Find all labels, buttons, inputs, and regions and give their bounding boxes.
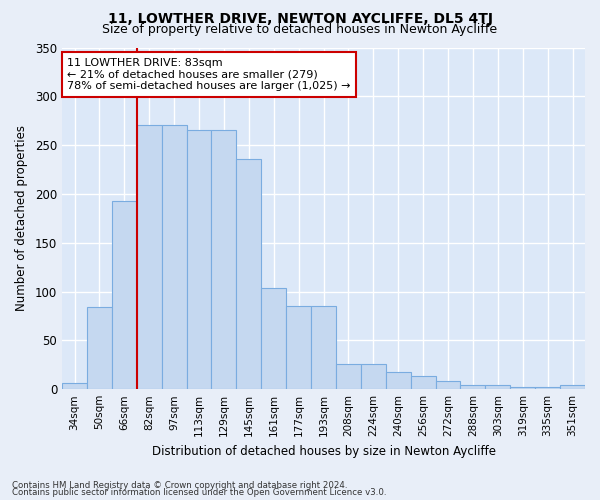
Text: Size of property relative to detached houses in Newton Aycliffe: Size of property relative to detached ho…	[103, 22, 497, 36]
Bar	[87, 307, 112, 389]
Bar	[236, 159, 261, 389]
Bar	[62, 384, 87, 389]
Bar	[361, 364, 386, 389]
Bar	[161, 124, 187, 389]
Bar	[436, 382, 460, 389]
Bar	[485, 386, 510, 389]
Bar	[187, 130, 211, 389]
Text: Contains public sector information licensed under the Open Government Licence v3: Contains public sector information licen…	[12, 488, 386, 497]
Bar	[112, 201, 137, 389]
Bar	[336, 364, 361, 389]
Bar	[211, 130, 236, 389]
Bar	[386, 372, 410, 389]
Text: Contains HM Land Registry data © Crown copyright and database right 2024.: Contains HM Land Registry data © Crown c…	[12, 480, 347, 490]
Bar	[286, 306, 311, 389]
X-axis label: Distribution of detached houses by size in Newton Aycliffe: Distribution of detached houses by size …	[152, 444, 496, 458]
Text: 11, LOWTHER DRIVE, NEWTON AYCLIFFE, DL5 4TJ: 11, LOWTHER DRIVE, NEWTON AYCLIFFE, DL5 …	[107, 12, 493, 26]
Y-axis label: Number of detached properties: Number of detached properties	[15, 126, 28, 312]
Bar	[410, 376, 436, 389]
Bar	[311, 306, 336, 389]
Bar	[137, 124, 161, 389]
Bar	[261, 288, 286, 389]
Bar	[535, 387, 560, 389]
Text: 11 LOWTHER DRIVE: 83sqm
← 21% of detached houses are smaller (279)
78% of semi-d: 11 LOWTHER DRIVE: 83sqm ← 21% of detache…	[67, 58, 351, 91]
Bar	[460, 386, 485, 389]
Bar	[510, 387, 535, 389]
Bar	[560, 386, 585, 389]
